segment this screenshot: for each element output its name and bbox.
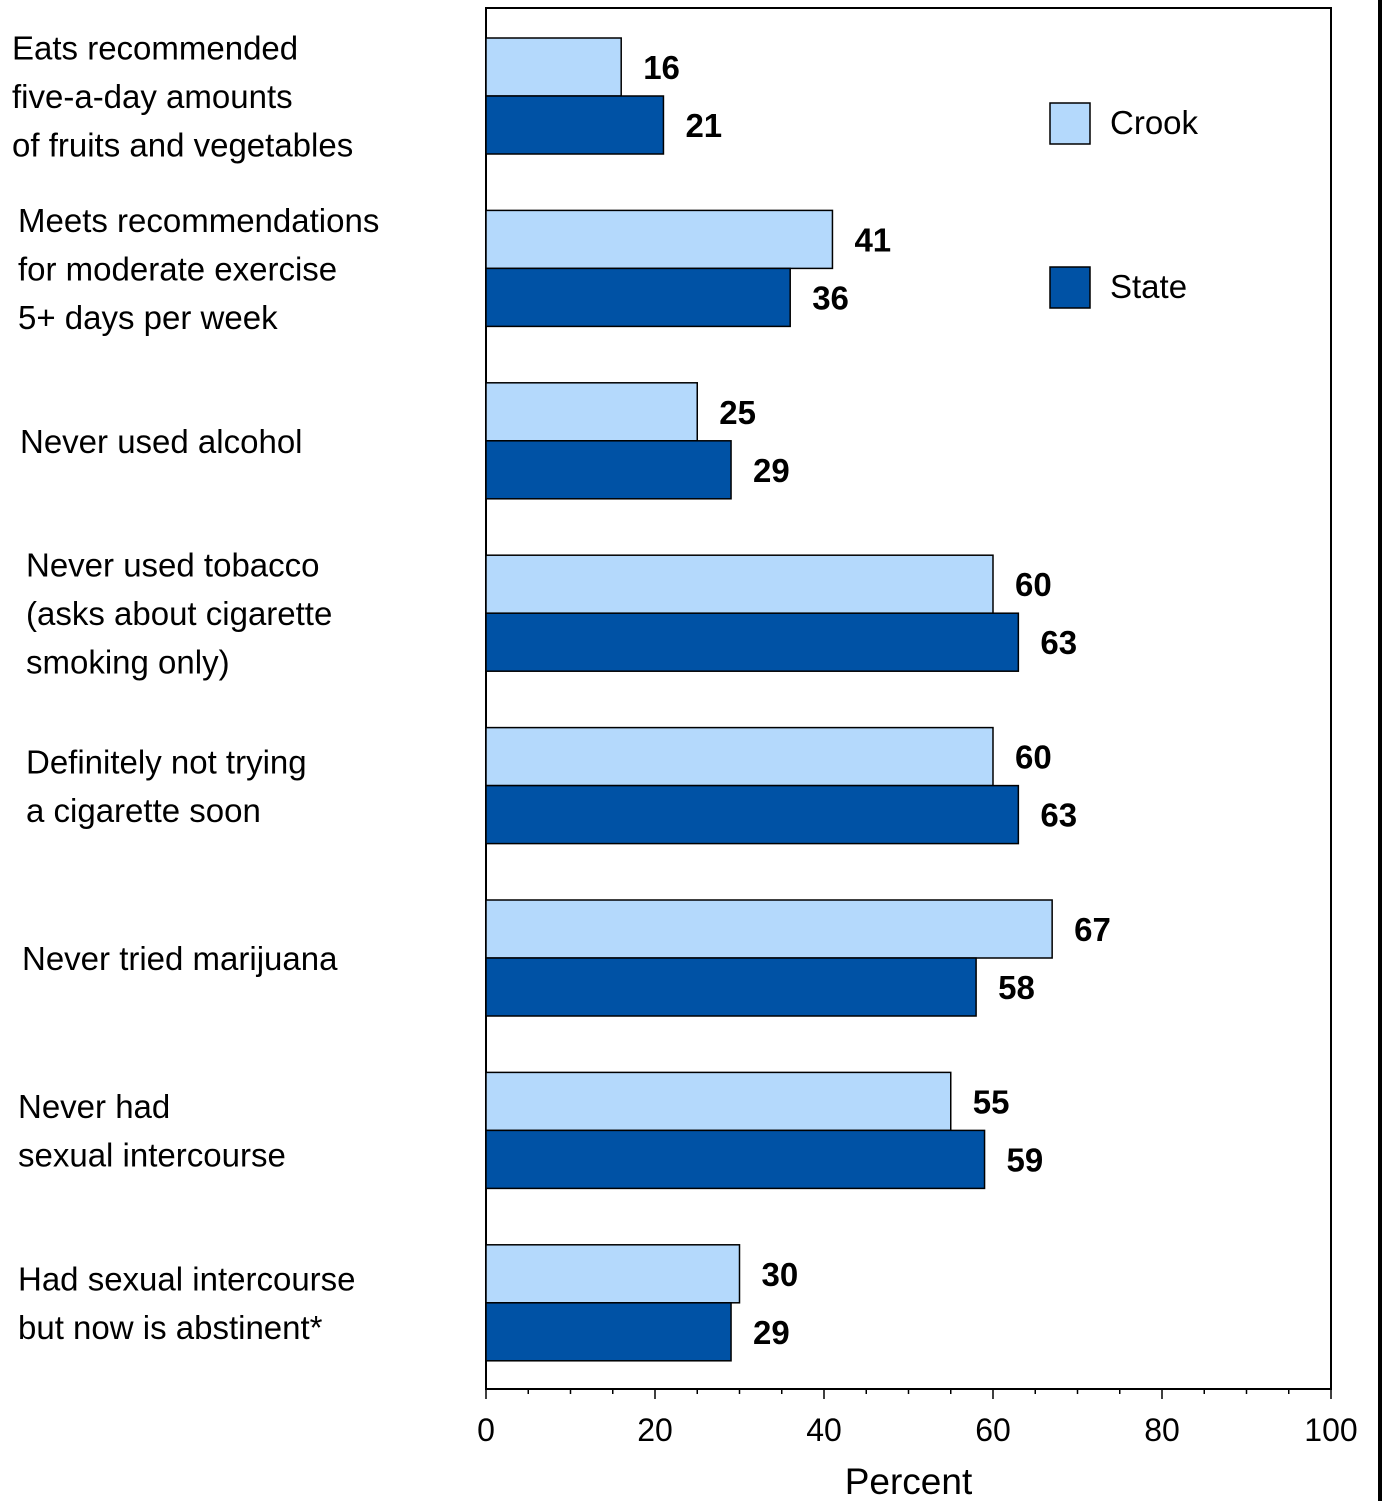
bars	[485, 37, 1053, 1362]
bar-crook-1	[485, 209, 834, 270]
bar-state-2	[485, 440, 732, 500]
value-label-state-5: 58	[998, 969, 1035, 1006]
legend: Crook State	[1049, 102, 1199, 309]
bar-state-4	[485, 784, 1020, 845]
bar-crook-4	[485, 726, 994, 787]
value-label-state-2: 29	[753, 452, 790, 489]
legend-swatch-crook	[1049, 102, 1091, 145]
category-label-0: Eats recommended five-a-day amounts of fru…	[12, 30, 353, 164]
bar-crook-2	[485, 382, 698, 442]
category-label-2: Never used alcohol	[20, 423, 303, 460]
bar-state-0	[485, 95, 665, 155]
value-label-state-0: 21	[685, 107, 722, 144]
bar-state-5	[485, 957, 977, 1017]
bar-crook-0	[485, 37, 622, 97]
bar-state-1	[485, 267, 791, 328]
value-label-state-4: 63	[1040, 797, 1077, 834]
x-tick-label-40: 40	[806, 1412, 842, 1448]
x-axis: 0 20 40 60 80 100	[477, 1389, 1358, 1448]
value-label-crook-4: 60	[1015, 739, 1052, 776]
value-label-crook-6: 55	[973, 1083, 1010, 1120]
legend-swatch-state	[1049, 266, 1091, 309]
value-label-crook-1: 41	[854, 221, 891, 258]
value-label-state-3: 63	[1040, 624, 1077, 661]
value-label-crook-3: 60	[1015, 566, 1052, 603]
value-label-crook-7: 30	[762, 1256, 799, 1293]
bar-state-6	[485, 1129, 986, 1190]
value-label-crook-5: 67	[1074, 911, 1111, 948]
right-edge-line	[1378, 0, 1382, 1501]
x-tick-label-0: 0	[477, 1412, 495, 1448]
x-axis-title: Percent	[845, 1461, 973, 1501]
value-label-state-1: 36	[812, 279, 849, 316]
x-tick-label-80: 80	[1144, 1412, 1180, 1448]
bar-crook-5	[485, 899, 1053, 959]
category-label-1: Meets recommendations for moderate exerci…	[18, 202, 379, 336]
category-label-6: Never had sexual intercourse	[18, 1088, 286, 1174]
category-labels: Eats recommended five-a-day amounts of fru…	[12, 30, 379, 1347]
bar-crook-7	[485, 1244, 741, 1304]
legend-label-state: State	[1110, 268, 1187, 305]
value-label-crook-0: 16	[643, 49, 680, 86]
bar-state-7	[485, 1302, 732, 1362]
category-label-7: Had sexual intercourse but now is abstine…	[18, 1261, 356, 1347]
value-label-crook-2: 25	[719, 394, 756, 431]
bar-state-3	[485, 612, 1020, 672]
category-label-3: Never used tobacco (asks about cigarette s…	[26, 547, 332, 681]
x-tick-label-20: 20	[637, 1412, 673, 1448]
bar-crook-3	[485, 554, 994, 614]
legend-label-crook: Crook	[1110, 104, 1199, 141]
x-tick-label-100: 100	[1304, 1412, 1357, 1448]
value-label-state-6: 59	[1007, 1141, 1044, 1178]
bar-crook-6	[485, 1071, 952, 1132]
value-label-state-7: 29	[753, 1314, 790, 1351]
category-label-4: Definitely not trying a cigarette soon	[26, 743, 307, 829]
x-tick-label-60: 60	[975, 1412, 1011, 1448]
category-label-5: Never tried marijuana	[22, 940, 338, 977]
